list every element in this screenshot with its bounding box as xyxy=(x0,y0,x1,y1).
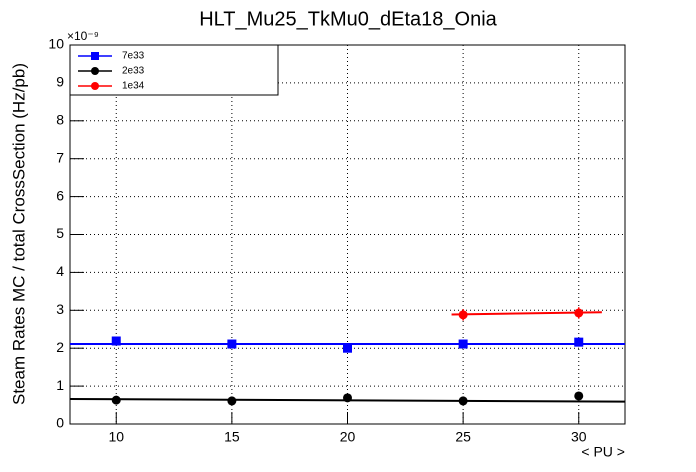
data-point xyxy=(458,339,468,349)
y-tick-label: 8 xyxy=(56,112,64,128)
y-multiplier: ×10⁻⁹ xyxy=(67,29,99,43)
y-tick-label: 10 xyxy=(48,36,64,52)
y-tick-label: 0 xyxy=(56,415,64,431)
plot-frame xyxy=(69,44,626,425)
x-tick-label: 15 xyxy=(224,429,240,445)
legend-marker xyxy=(91,82,99,90)
data-point xyxy=(458,396,468,406)
x-tick-label: 20 xyxy=(340,429,356,445)
y-tick-label: 9 xyxy=(56,74,64,90)
data-point xyxy=(574,308,584,318)
data-point xyxy=(111,336,121,346)
y-tick-label: 1 xyxy=(56,377,64,393)
y-tick-label: 4 xyxy=(56,263,64,279)
x-axis-label: < PU > xyxy=(581,444,625,460)
data-point xyxy=(574,337,584,347)
data-point xyxy=(227,396,237,406)
data-point xyxy=(111,395,121,405)
y-tick-label: 6 xyxy=(56,187,64,203)
legend-box xyxy=(69,44,279,96)
x-tick-label: 25 xyxy=(455,429,471,445)
data-point xyxy=(227,339,237,349)
data-point xyxy=(343,343,352,353)
y-axis-label: Steam Rates MC / total CrossSection (Hz/… xyxy=(9,63,28,405)
x-tick-label: 30 xyxy=(571,429,587,445)
legend-label: 7e33 xyxy=(122,51,145,62)
legend-marker xyxy=(91,67,99,75)
data-point xyxy=(574,391,584,401)
legend-label: 2e33 xyxy=(122,66,145,77)
chart-title: HLT_Mu25_TkMu0_dEta18_Onia xyxy=(199,8,497,30)
y-tick-label: 3 xyxy=(56,301,64,317)
y-tick-label: 5 xyxy=(56,225,64,241)
y-tick-label: 7 xyxy=(56,149,64,165)
data-point xyxy=(458,310,468,320)
legend-label: 1e34 xyxy=(122,81,145,92)
y-tick-label: 2 xyxy=(56,339,64,355)
x-tick-label: 10 xyxy=(108,429,124,445)
legend-marker xyxy=(91,52,99,60)
data-point xyxy=(343,393,352,403)
